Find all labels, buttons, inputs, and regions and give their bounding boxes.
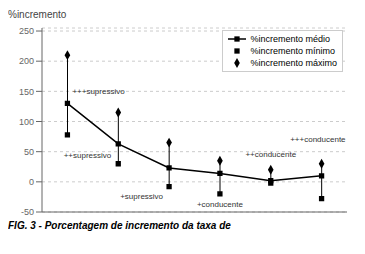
html-text:%incremento: %incremento	[8, 9, 67, 20]
html-text:FIG. 3 - Porcentagem de increm: FIG. 3 - Porcentagem de incremento da ta…	[8, 220, 231, 231]
svg-text:++conducente: ++conducente	[245, 150, 296, 159]
svg-text:+supressivo: +supressivo	[120, 192, 163, 201]
html-text:%incremento máximo: %incremento máximo	[250, 58, 337, 68]
html-text:%incremento médio: %incremento médio	[250, 34, 330, 44]
svg-text:++supressivo: ++supressivo	[64, 151, 112, 160]
svg-text:250: 250	[19, 26, 34, 36]
svg-text:0: 0	[29, 177, 34, 187]
svg-text:+++conducente: +++conducente	[290, 135, 346, 144]
svg-text:100: 100	[19, 117, 34, 127]
svg-text:+conducente: +conducente	[197, 200, 244, 209]
svg-text:50: 50	[24, 147, 34, 157]
html-text:%incremento mínimo: %incremento mínimo	[250, 46, 335, 56]
svg-text:150: 150	[19, 87, 34, 97]
svg-text:+++supressivo: +++supressivo	[72, 87, 125, 96]
svg-text:-50: -50	[21, 207, 34, 217]
svg-text:200: 200	[19, 56, 34, 66]
